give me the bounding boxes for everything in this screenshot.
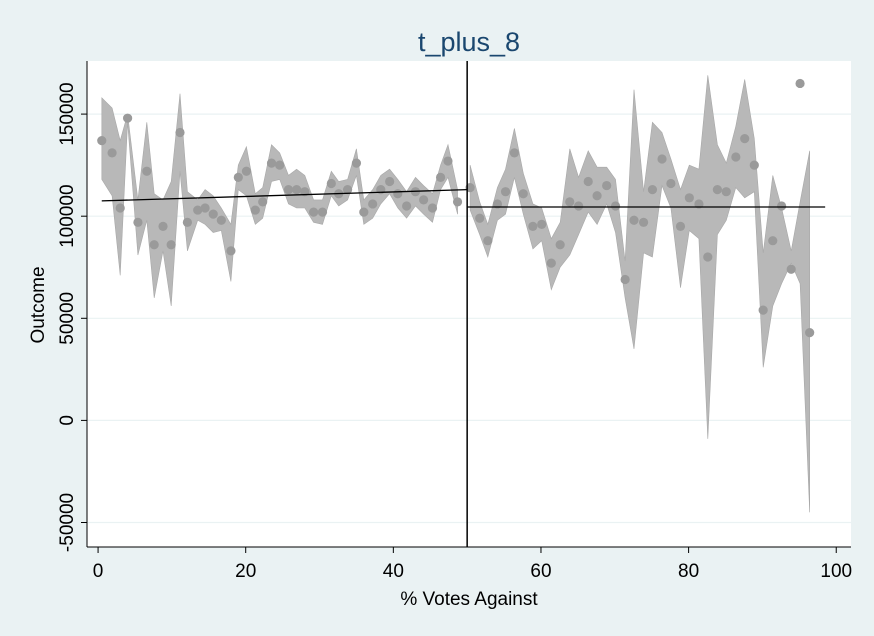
data-point (483, 236, 493, 246)
plot-area (87, 61, 851, 547)
y-tick-label: 50000 (57, 292, 78, 345)
data-point (351, 158, 362, 168)
data-point (241, 166, 252, 176)
data-point (275, 160, 285, 170)
data-point (317, 207, 328, 217)
x-tick-label: 0 (93, 561, 104, 582)
data-point (592, 191, 602, 201)
data-point (509, 148, 519, 158)
data-point (684, 193, 694, 203)
data-point (749, 160, 759, 170)
data-point (740, 133, 750, 144)
fit-line-left (101, 188, 468, 202)
data-point (149, 240, 159, 250)
data-point (158, 221, 168, 232)
data-point (492, 199, 503, 209)
confidence-band-right (469, 75, 810, 513)
data-point (342, 185, 353, 195)
data-point (518, 189, 528, 199)
data-point (574, 201, 584, 211)
data-point (758, 305, 768, 315)
fit-lines (101, 61, 826, 547)
data-point (638, 217, 649, 227)
data-point (226, 246, 236, 256)
data-point (292, 185, 302, 195)
data-point (805, 327, 815, 338)
data-point (731, 152, 741, 162)
data-point (368, 199, 378, 209)
data-point (193, 205, 203, 215)
data-point (175, 127, 185, 138)
data-point (528, 221, 538, 232)
data-point (107, 148, 117, 158)
data-point (359, 207, 369, 217)
x-tick-label: 20 (235, 561, 256, 582)
data-point (250, 205, 260, 215)
data-point (122, 113, 133, 123)
data-point (97, 136, 107, 146)
data-point (115, 203, 125, 213)
data-point (786, 264, 796, 274)
data-point (385, 176, 395, 187)
data-point (565, 197, 575, 207)
data-point (629, 215, 639, 225)
data-point (647, 185, 658, 195)
data-point (200, 203, 210, 213)
axes: 0 20 40 60 80 100 -50000 0 50000 100000 150000 (57, 61, 852, 582)
data-point (500, 187, 511, 197)
data-point (452, 197, 463, 207)
chart-title: t_plus_8 (418, 27, 520, 57)
data-point (795, 78, 805, 89)
data-point (326, 178, 336, 189)
data-point (233, 172, 243, 182)
data-point (182, 217, 192, 227)
data-point (266, 158, 277, 168)
x-tick-label: 100 (820, 561, 852, 582)
x-tick-label: 40 (383, 561, 404, 582)
data-point (427, 203, 438, 213)
y-tick-label: 100000 (57, 184, 78, 247)
data-point (703, 252, 713, 262)
data-point (435, 172, 446, 182)
data-point (537, 219, 547, 229)
data-point (657, 154, 667, 164)
y-tick-label: 150000 (57, 82, 78, 145)
x-tick-label: 60 (530, 561, 551, 582)
binned-points (97, 78, 815, 338)
data-point (208, 209, 218, 219)
data-point (694, 199, 704, 209)
data-point (583, 176, 593, 187)
data-point (721, 187, 731, 197)
data-point (283, 185, 294, 195)
data-point (768, 236, 778, 246)
data-point (309, 207, 319, 217)
data-point (555, 240, 565, 250)
x-axis-title: % Votes Against (400, 589, 538, 610)
y-axis-title: Outcome (28, 266, 49, 343)
confidence-band-left (101, 93, 458, 307)
y-tick-label: 0 (57, 415, 78, 426)
confidence-bands (101, 75, 810, 513)
data-point (133, 217, 143, 227)
data-point (712, 185, 722, 195)
data-point (419, 195, 429, 205)
data-point (675, 221, 686, 232)
data-point (602, 180, 612, 191)
data-point (620, 274, 630, 285)
data-point (443, 156, 453, 166)
data-point (216, 215, 226, 225)
data-point (402, 201, 412, 211)
x-tick-label: 80 (678, 561, 699, 582)
data-point (546, 258, 556, 268)
data-point (166, 240, 176, 250)
y-tick-label: -50000 (57, 493, 78, 552)
data-point (393, 189, 403, 199)
data-point (142, 166, 152, 176)
data-point (666, 178, 676, 189)
data-point (777, 201, 787, 211)
data-point (610, 201, 621, 211)
data-point (475, 213, 485, 223)
data-point (258, 197, 268, 207)
